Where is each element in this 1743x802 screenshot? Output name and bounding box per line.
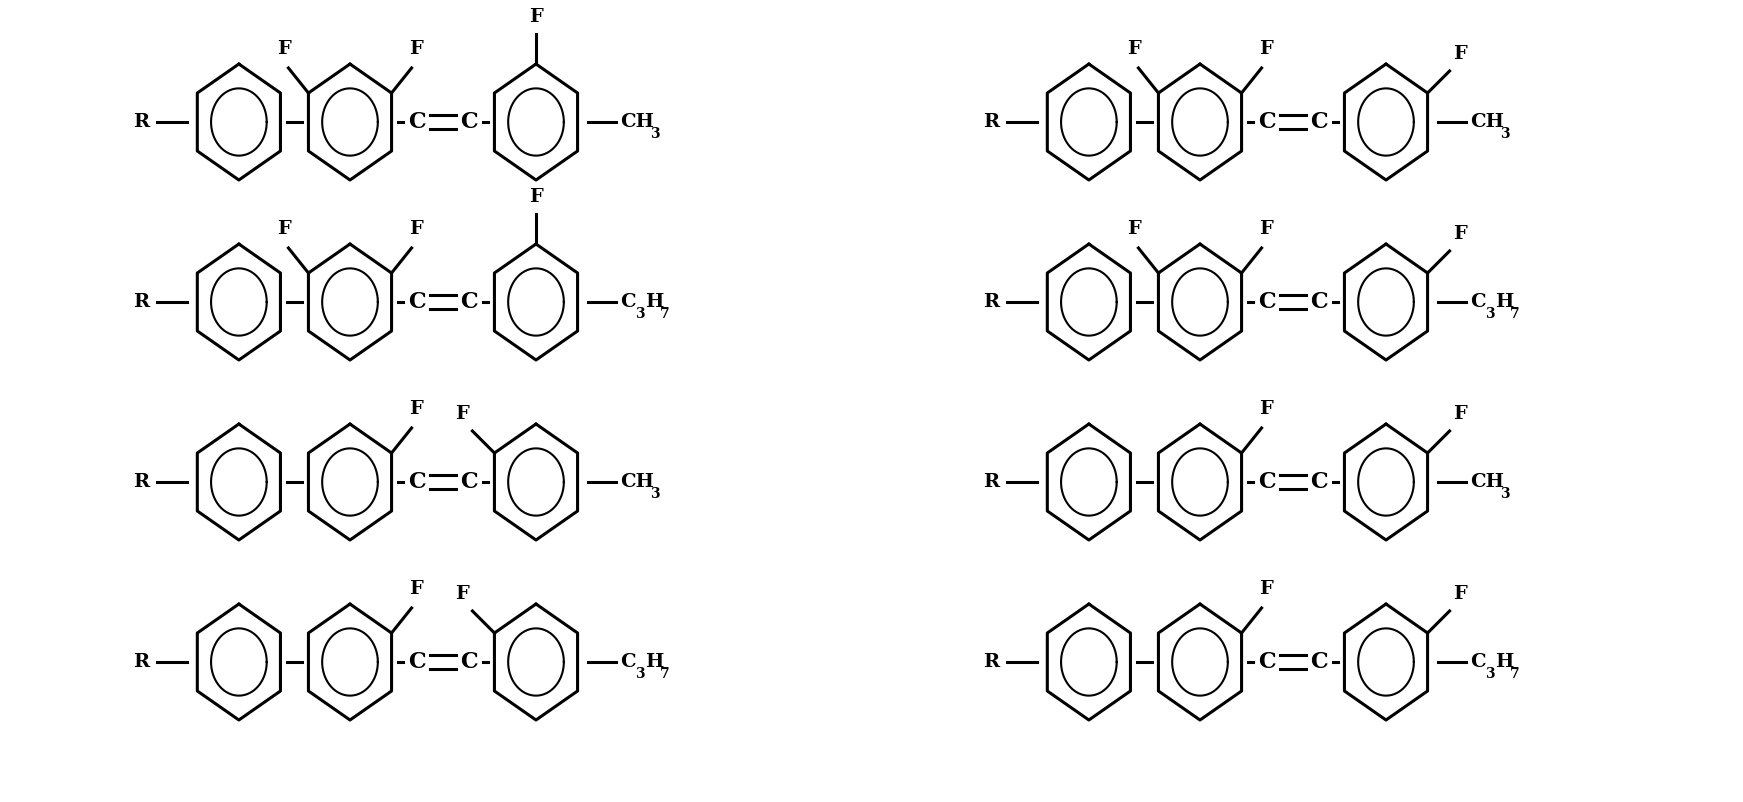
Text: C: C	[408, 651, 425, 673]
Text: 7: 7	[661, 307, 669, 321]
Text: F: F	[455, 585, 469, 603]
Text: F: F	[530, 8, 542, 26]
Text: F: F	[408, 220, 422, 238]
Text: H: H	[645, 293, 664, 311]
Text: C: C	[460, 291, 478, 313]
Text: C: C	[1258, 651, 1276, 673]
Text: R: R	[983, 473, 999, 491]
Text: 7: 7	[1509, 307, 1520, 321]
Text: F: F	[530, 188, 542, 206]
Text: C: C	[460, 111, 478, 133]
Text: F: F	[408, 580, 422, 598]
Text: C: C	[408, 111, 425, 133]
Text: C: C	[408, 471, 425, 493]
Text: R: R	[983, 293, 999, 311]
Text: R: R	[983, 653, 999, 671]
Text: R: R	[132, 653, 148, 671]
Text: F: F	[1258, 220, 1272, 238]
Text: 3: 3	[634, 667, 645, 681]
Text: 3: 3	[650, 487, 659, 501]
Text: C: C	[460, 471, 478, 493]
Text: CH: CH	[621, 473, 654, 491]
Text: H: H	[645, 653, 664, 671]
Text: F: F	[277, 220, 291, 238]
Text: F: F	[1258, 40, 1272, 58]
Text: C: C	[1311, 471, 1328, 493]
Text: F: F	[277, 40, 291, 58]
Text: 3: 3	[1501, 127, 1509, 141]
Text: F: F	[408, 400, 422, 418]
Text: C: C	[1258, 471, 1276, 493]
Text: F: F	[408, 40, 422, 58]
Text: R: R	[132, 293, 148, 311]
Text: CH: CH	[621, 113, 654, 131]
Text: 3: 3	[650, 127, 659, 141]
Text: F: F	[1128, 40, 1142, 58]
Text: 7: 7	[1509, 667, 1520, 681]
Text: C: C	[1311, 651, 1328, 673]
Text: C: C	[1469, 293, 1485, 311]
Text: F: F	[1128, 220, 1142, 238]
Text: C: C	[1258, 291, 1276, 313]
Text: R: R	[132, 113, 148, 131]
Text: F: F	[1454, 585, 1468, 603]
Text: CH: CH	[1469, 113, 1504, 131]
Text: 3: 3	[1501, 487, 1509, 501]
Text: CH: CH	[1469, 473, 1504, 491]
Text: C: C	[408, 291, 425, 313]
Text: R: R	[983, 113, 999, 131]
Text: C: C	[1469, 653, 1485, 671]
Text: C: C	[1311, 291, 1328, 313]
Text: F: F	[1454, 225, 1468, 243]
Text: 7: 7	[661, 667, 669, 681]
Text: H: H	[1495, 653, 1513, 671]
Text: 3: 3	[1485, 667, 1495, 681]
Text: 3: 3	[1485, 307, 1495, 321]
Text: R: R	[132, 473, 148, 491]
Text: C: C	[1311, 111, 1328, 133]
Text: C: C	[1258, 111, 1276, 133]
Text: F: F	[1258, 400, 1272, 418]
Text: 3: 3	[634, 307, 645, 321]
Text: C: C	[621, 293, 636, 311]
Text: H: H	[1495, 293, 1513, 311]
Text: F: F	[1454, 405, 1468, 423]
Text: F: F	[455, 405, 469, 423]
Text: C: C	[621, 653, 636, 671]
Text: F: F	[1454, 45, 1468, 63]
Text: F: F	[1258, 580, 1272, 598]
Text: C: C	[460, 651, 478, 673]
